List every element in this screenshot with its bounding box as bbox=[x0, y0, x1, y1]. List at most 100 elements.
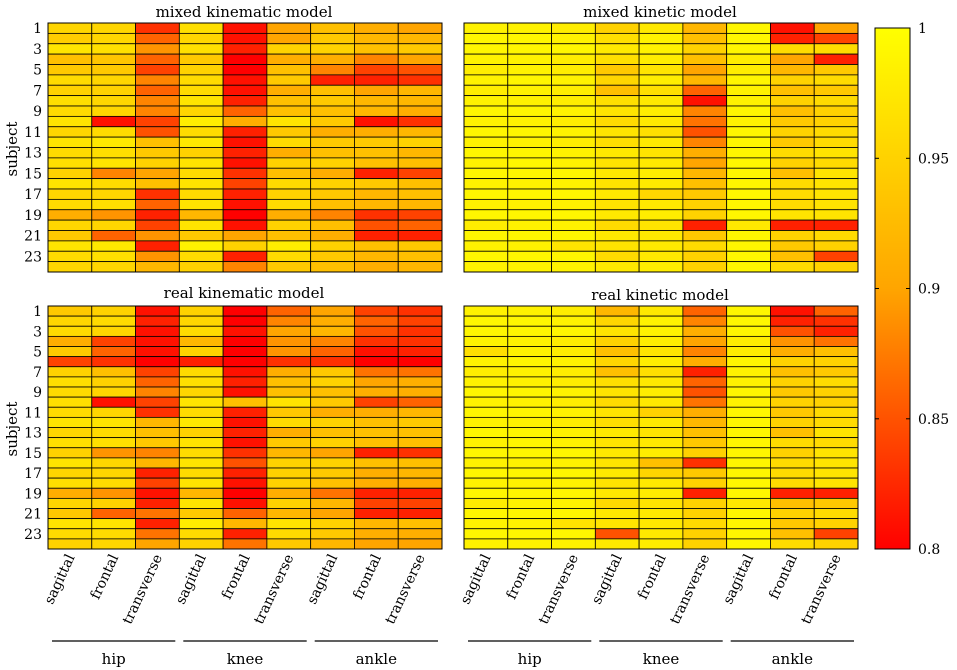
group-label: hip bbox=[518, 650, 542, 668]
heatmap-cell bbox=[310, 261, 355, 273]
heatmap-cell bbox=[310, 528, 355, 540]
heatmap-cell bbox=[178, 136, 224, 148]
heatmap-cell bbox=[47, 261, 93, 273]
heatmap-cell bbox=[813, 518, 859, 530]
heatmap-cell bbox=[770, 427, 815, 439]
heatmap-cell bbox=[770, 528, 815, 540]
heatmap-cell bbox=[813, 115, 859, 128]
heatmap-cell bbox=[638, 115, 684, 128]
heatmap-cell bbox=[682, 240, 728, 252]
heatmap-cell bbox=[813, 335, 859, 347]
heatmap-cell bbox=[47, 315, 93, 327]
heatmap-cell bbox=[770, 305, 815, 317]
heatmap-cell bbox=[507, 198, 552, 211]
heatmap-cell bbox=[310, 497, 355, 509]
panel-frame bbox=[47, 305, 443, 550]
heatmap-cell bbox=[770, 198, 815, 211]
heatmap-cell bbox=[91, 240, 136, 252]
heatmap-cell bbox=[135, 528, 180, 540]
heatmap-cell bbox=[638, 53, 684, 65]
heatmap-cell bbox=[135, 64, 180, 76]
heatmap-cell bbox=[682, 74, 728, 86]
heatmap-cell bbox=[507, 335, 552, 347]
heatmap-cell bbox=[551, 497, 596, 509]
heatmap-cell bbox=[551, 64, 596, 76]
heatmap-cell bbox=[551, 427, 596, 439]
heatmap-cell bbox=[135, 188, 180, 200]
heatmap-cell bbox=[397, 261, 443, 273]
heatmap-cell bbox=[551, 147, 596, 159]
heatmap-cell bbox=[638, 43, 684, 55]
heatmap-cell bbox=[354, 167, 399, 180]
heatmap-cell bbox=[222, 219, 268, 231]
heatmap-cell bbox=[594, 32, 640, 45]
heatmap-cell bbox=[638, 325, 684, 337]
heatmap-cell bbox=[91, 376, 136, 388]
heatmap-cell bbox=[682, 477, 728, 489]
heatmap-cell bbox=[47, 356, 93, 368]
heatmap-cell bbox=[178, 250, 224, 263]
heatmap-cell bbox=[178, 427, 224, 439]
heatmap-cell bbox=[726, 167, 771, 180]
heatmap-cell bbox=[813, 64, 859, 76]
colorbar-tick-label: 0.85 bbox=[918, 412, 949, 428]
heatmap-cell bbox=[310, 538, 355, 550]
y-tick-label: 3 bbox=[33, 42, 42, 58]
heatmap-cell bbox=[813, 198, 859, 211]
heatmap-cell bbox=[91, 22, 136, 34]
heatmap-cell bbox=[91, 447, 136, 459]
heatmap-cell bbox=[91, 250, 136, 263]
heatmap-cell bbox=[47, 22, 93, 34]
heatmap-cell bbox=[463, 346, 509, 358]
heatmap-cell bbox=[222, 315, 268, 327]
heatmap-cell bbox=[770, 115, 815, 128]
heatmap-cell bbox=[266, 335, 312, 347]
heatmap-cell bbox=[222, 508, 268, 520]
heatmap-cell bbox=[47, 335, 93, 347]
heatmap-cell bbox=[813, 167, 859, 180]
heatmap-cell bbox=[135, 477, 180, 489]
heatmap-cell bbox=[594, 376, 640, 388]
heatmap-cell bbox=[813, 376, 859, 388]
heatmap-cell bbox=[397, 219, 443, 231]
x-tick-label: transverse bbox=[798, 552, 844, 627]
heatmap-cell bbox=[638, 315, 684, 327]
heatmap-cell bbox=[354, 406, 399, 418]
heatmap-cell bbox=[682, 64, 728, 76]
heatmap-cell bbox=[594, 467, 640, 479]
heatmap-cell bbox=[310, 147, 355, 159]
heatmap-cell bbox=[770, 457, 815, 469]
heatmap-cell bbox=[638, 250, 684, 263]
heatmap-cell bbox=[638, 356, 684, 368]
heatmap-panel-real-kinetic bbox=[463, 305, 859, 550]
heatmap-cell bbox=[310, 335, 355, 347]
heatmap-cell bbox=[91, 437, 136, 449]
heatmap-cell bbox=[813, 356, 859, 368]
heatmap-cell bbox=[178, 178, 224, 190]
heatmap-cell bbox=[354, 105, 399, 117]
heatmap-cell bbox=[726, 497, 771, 509]
heatmap-cell bbox=[551, 219, 596, 231]
heatmap-cell bbox=[813, 467, 859, 479]
heatmap-cell bbox=[770, 356, 815, 368]
heatmap-cell bbox=[507, 43, 552, 55]
heatmap-cell bbox=[397, 416, 443, 428]
heatmap-cell bbox=[266, 325, 312, 337]
heatmap-cell bbox=[310, 416, 355, 428]
group-label: ankle bbox=[356, 650, 397, 668]
x-tick-label: frontal bbox=[219, 551, 254, 602]
heatmap-cell bbox=[463, 219, 509, 231]
heatmap-cell bbox=[135, 356, 180, 368]
heatmap-cell bbox=[682, 188, 728, 200]
heatmap-cell bbox=[726, 457, 771, 469]
heatmap-cell bbox=[638, 157, 684, 169]
heatmap-cell bbox=[222, 209, 268, 221]
heatmap-cell bbox=[310, 74, 355, 86]
heatmap-cell bbox=[310, 53, 355, 65]
heatmap-cell bbox=[726, 416, 771, 428]
heatmap-cell bbox=[354, 84, 399, 97]
heatmap-cell bbox=[551, 396, 596, 408]
heatmap-cell bbox=[726, 437, 771, 449]
heatmap-cell bbox=[47, 376, 93, 388]
heatmap-cell bbox=[354, 188, 399, 200]
